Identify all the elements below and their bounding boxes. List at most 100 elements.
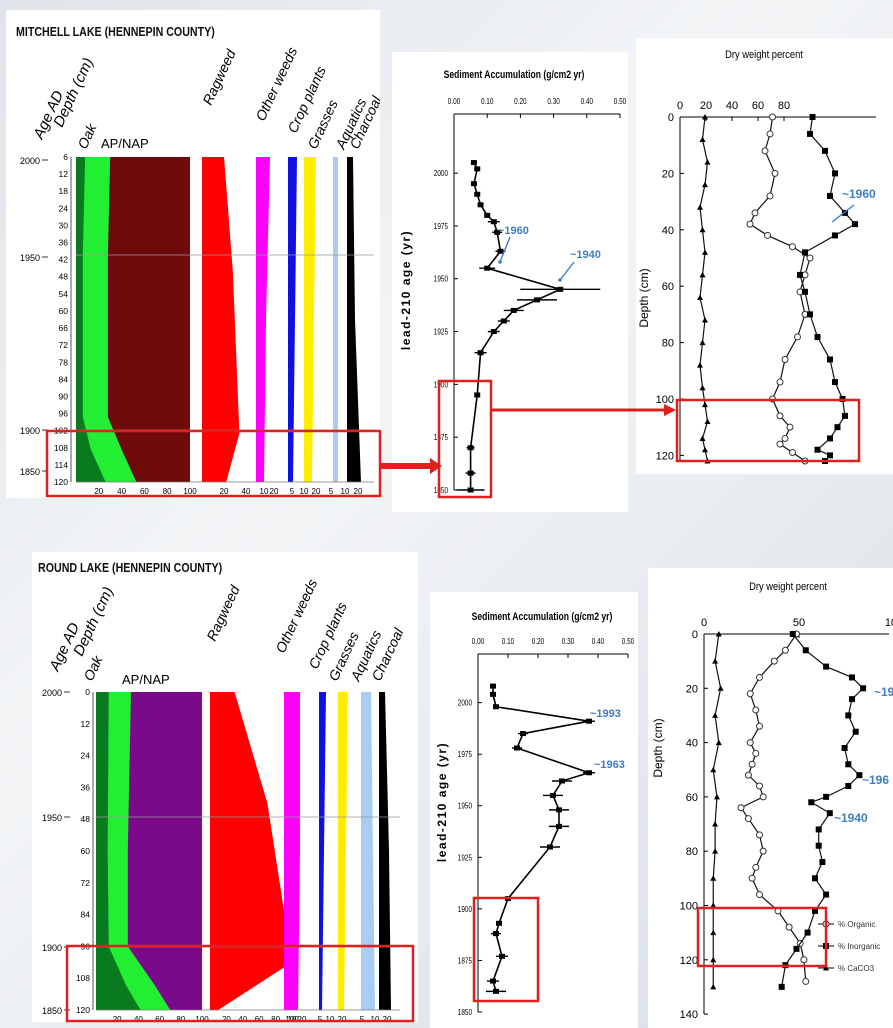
depth-tick-label: 60 — [81, 846, 91, 856]
oak-label: Oak — [74, 120, 100, 151]
round-dry-weight-chart: Dry weight percent 0 50 100 0 20 40 60 80 100 120 1… — [651, 581, 893, 1021]
depth-tick-label: 48 — [81, 814, 91, 824]
organic-point — [748, 760, 756, 768]
sediment-point — [494, 229, 501, 235]
organic-point — [751, 209, 759, 217]
sediment-point — [500, 318, 507, 324]
caco3-point — [699, 271, 706, 278]
sediment-point — [493, 988, 499, 994]
oak-area — [96, 692, 141, 1010]
small-tick-label: 5 — [360, 1015, 365, 1022]
depth-tick-label: 102 — [54, 426, 68, 436]
annotation-arrow — [499, 236, 511, 263]
small-tick-label: 20 — [312, 487, 321, 496]
sediment-point — [467, 487, 474, 493]
legend-organic-marker — [822, 920, 830, 928]
inorganic-point — [852, 221, 858, 228]
inorganic-point — [827, 356, 833, 363]
caco3-point — [712, 848, 719, 854]
organic-point — [781, 355, 789, 363]
sediment-point — [586, 718, 592, 724]
ragweed-tick-label: 20 — [220, 487, 229, 496]
age-tick-label: 1950 — [42, 813, 62, 823]
ragweed-area — [210, 692, 292, 1010]
organic-point — [776, 412, 784, 420]
y-tick-label: 0 — [692, 629, 698, 641]
small-tick-label: 20 — [298, 1015, 307, 1022]
inorganic-point — [849, 696, 855, 703]
organic-series-line — [740, 633, 807, 982]
sediment-point — [474, 392, 481, 398]
depth-tick-label: 72 — [59, 340, 69, 350]
depth-tick-label: 18 — [59, 186, 69, 196]
ap-tick-label: 100 — [183, 487, 197, 496]
ap-tick-label: 60 — [140, 487, 149, 496]
ap-nap-label: AP/NAP — [101, 136, 149, 151]
caco3-point — [697, 204, 703, 210]
organic-point — [756, 673, 763, 681]
y-tick-label: 120 — [656, 450, 674, 462]
inorganic-point — [839, 395, 846, 402]
inorganic-point — [802, 288, 808, 295]
y-axis-label: Depth (cm) — [651, 718, 665, 777]
organic-point — [744, 771, 752, 779]
x-tick-label: 100 — [885, 617, 893, 629]
small-tick-label: 20 — [270, 487, 279, 496]
sediment-point — [490, 219, 497, 225]
depth-tick-label: 0 — [85, 687, 90, 697]
x-tick-label: 0.20 — [514, 96, 526, 106]
sediment-point — [520, 731, 526, 737]
caco3-point — [704, 418, 711, 425]
ap-tick-label: 40 — [134, 1015, 143, 1022]
legend-inorganic-marker — [823, 943, 829, 949]
organic-point — [789, 449, 796, 457]
inorganic-point — [793, 945, 800, 952]
organic-point — [752, 863, 760, 871]
inorganic-point — [842, 412, 848, 419]
y-tick-label: 1925 — [434, 327, 448, 337]
inorganic-point — [815, 842, 822, 849]
age-tick-label: 1900 — [20, 426, 40, 436]
y-tick-label: 2000 — [458, 698, 472, 708]
inorganic-point — [809, 114, 816, 120]
y-axis-label: lead-210 age (yr) — [435, 742, 449, 862]
year-annotation: ~1993 — [590, 708, 621, 720]
small-tick-label: 10 — [371, 1015, 380, 1022]
small-tick-label: 10 — [288, 1015, 297, 1022]
inorganic-point — [849, 674, 855, 681]
y-tick-label: 100 — [680, 901, 698, 913]
depth-tick-label: 36 — [81, 782, 91, 792]
annotation-arrow-head — [558, 278, 562, 282]
sediment-point — [474, 166, 481, 172]
annotation-arrow — [831, 204, 855, 223]
year-annotation: ~19 — [874, 685, 893, 699]
inorganic-point — [842, 209, 848, 216]
sediment-point — [493, 931, 499, 937]
inorganic-point — [808, 799, 815, 806]
organic-point — [774, 907, 782, 915]
other-weeds-area — [284, 692, 300, 1010]
inorganic-point — [832, 170, 838, 177]
other-weeds-label: Other weeds — [272, 577, 320, 656]
caco3-point — [715, 631, 722, 637]
inorganic-point — [845, 761, 852, 768]
sediment-point — [467, 445, 474, 451]
inorganic-point — [841, 745, 848, 751]
caco3-point — [710, 956, 717, 963]
sediment-point — [477, 350, 484, 356]
x-tick-label: 20 — [700, 100, 712, 112]
inorganic-point — [860, 685, 867, 692]
x-tick-label: 0.10 — [481, 96, 493, 106]
depth-tick-label: 24 — [81, 751, 91, 761]
dry-weight-title: Dry weight percent — [725, 49, 803, 61]
inorganic-point — [807, 130, 813, 137]
inorganic-point — [822, 458, 828, 464]
year-annotation: ~1960 — [498, 225, 529, 237]
ap-tick-label: 40 — [117, 487, 126, 496]
x-tick-label: 0.40 — [592, 636, 604, 646]
caco3-point — [699, 384, 706, 391]
y-tick-label: 80 — [662, 338, 674, 350]
inorganic-point — [807, 311, 813, 318]
depth-tick-label: 24 — [59, 203, 69, 213]
organic-point — [746, 739, 754, 747]
